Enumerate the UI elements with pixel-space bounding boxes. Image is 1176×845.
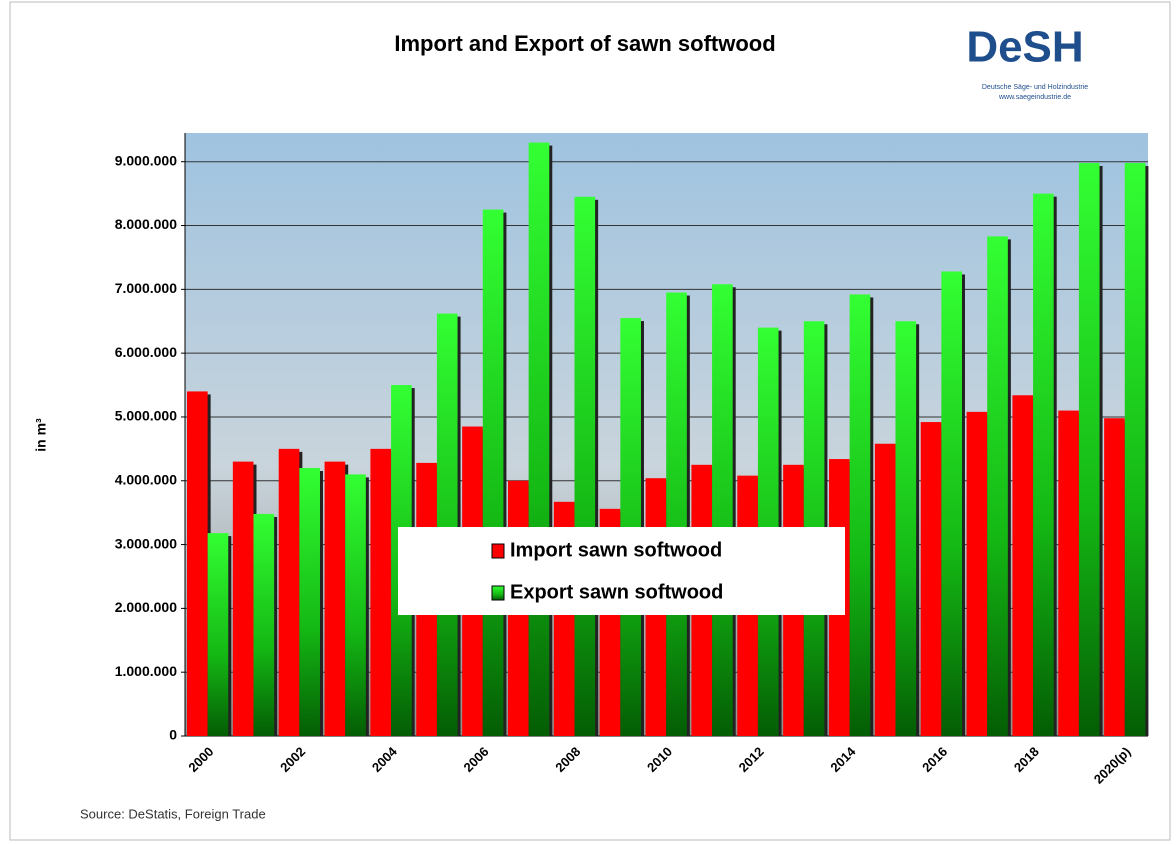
x-tick-label: 2000 xyxy=(185,744,216,775)
legend-swatch xyxy=(491,585,505,601)
bar xyxy=(207,533,229,736)
x-tick-label: 2008 xyxy=(552,744,583,775)
bar xyxy=(1124,162,1146,736)
source: Source: DeStatis, Foreign Trade xyxy=(80,806,266,821)
x-tick-label: 2018 xyxy=(1011,744,1042,775)
y-tick-label: 7.000.000 xyxy=(115,280,177,296)
bar xyxy=(436,313,458,736)
bar xyxy=(1078,162,1100,736)
x-tick-label: 2016 xyxy=(919,744,950,775)
bar xyxy=(324,461,346,736)
y-tick-label: 2.000.000 xyxy=(115,599,177,615)
bar xyxy=(370,448,392,736)
bar xyxy=(278,448,300,736)
bar xyxy=(299,468,320,736)
y-tick-label: 6.000.000 xyxy=(115,344,177,360)
x-tick-label: 2014 xyxy=(827,743,859,775)
bar xyxy=(849,294,871,736)
bar xyxy=(574,196,596,737)
bar xyxy=(666,292,687,736)
logo-url: www.saegeindustrie.de xyxy=(998,94,1071,101)
bar xyxy=(941,271,962,736)
bar xyxy=(253,513,275,736)
legend: Import sawn softwood Export sawn softwood xyxy=(398,527,845,615)
y-tick-label: 3.000.000 xyxy=(115,535,177,551)
legend-box xyxy=(398,527,845,615)
y-tick-label: 0 xyxy=(169,727,177,743)
legend-label: Export sawn softwood xyxy=(510,581,723,603)
bar xyxy=(920,422,942,736)
bar xyxy=(1104,418,1125,736)
bar xyxy=(345,474,366,736)
logo: DeSH xyxy=(966,23,1083,72)
bar xyxy=(874,443,896,736)
x-tick-label: 2002 xyxy=(277,744,308,775)
bar xyxy=(712,284,733,736)
chart-title: Import and Export of sawn softwood xyxy=(394,31,775,56)
bar xyxy=(987,236,1008,736)
bar xyxy=(1058,410,1079,736)
y-tick-label: 5.000.000 xyxy=(115,408,177,424)
bar xyxy=(232,461,254,736)
y-tick-label: 1.000.000 xyxy=(115,663,177,679)
frame xyxy=(9,1,1171,841)
y-axis-label: in m³ xyxy=(33,418,49,452)
bar xyxy=(1012,395,1034,736)
y-tick-label: 9.000.000 xyxy=(115,152,177,168)
legend-label: Import sawn softwood xyxy=(510,539,722,561)
y-tick-label: 4.000.000 xyxy=(115,471,177,487)
bar xyxy=(1033,193,1054,737)
bar xyxy=(187,391,208,736)
x-tick-label: 2006 xyxy=(461,744,492,775)
legend-swatch xyxy=(491,543,505,559)
bar xyxy=(528,142,550,737)
logo-subtitle: Deutsche Säge- und Holzindustrie xyxy=(982,84,1088,91)
x-tick-label: 2004 xyxy=(369,743,401,775)
bar xyxy=(966,411,988,736)
x-tick-label: 2010 xyxy=(644,744,675,775)
bar xyxy=(895,321,917,736)
y-tick-label: 8.000.000 xyxy=(115,216,177,232)
x-tick-label: 2012 xyxy=(736,744,767,775)
x-tick-label: 2020(p) xyxy=(1091,744,1134,787)
bar xyxy=(482,209,504,737)
